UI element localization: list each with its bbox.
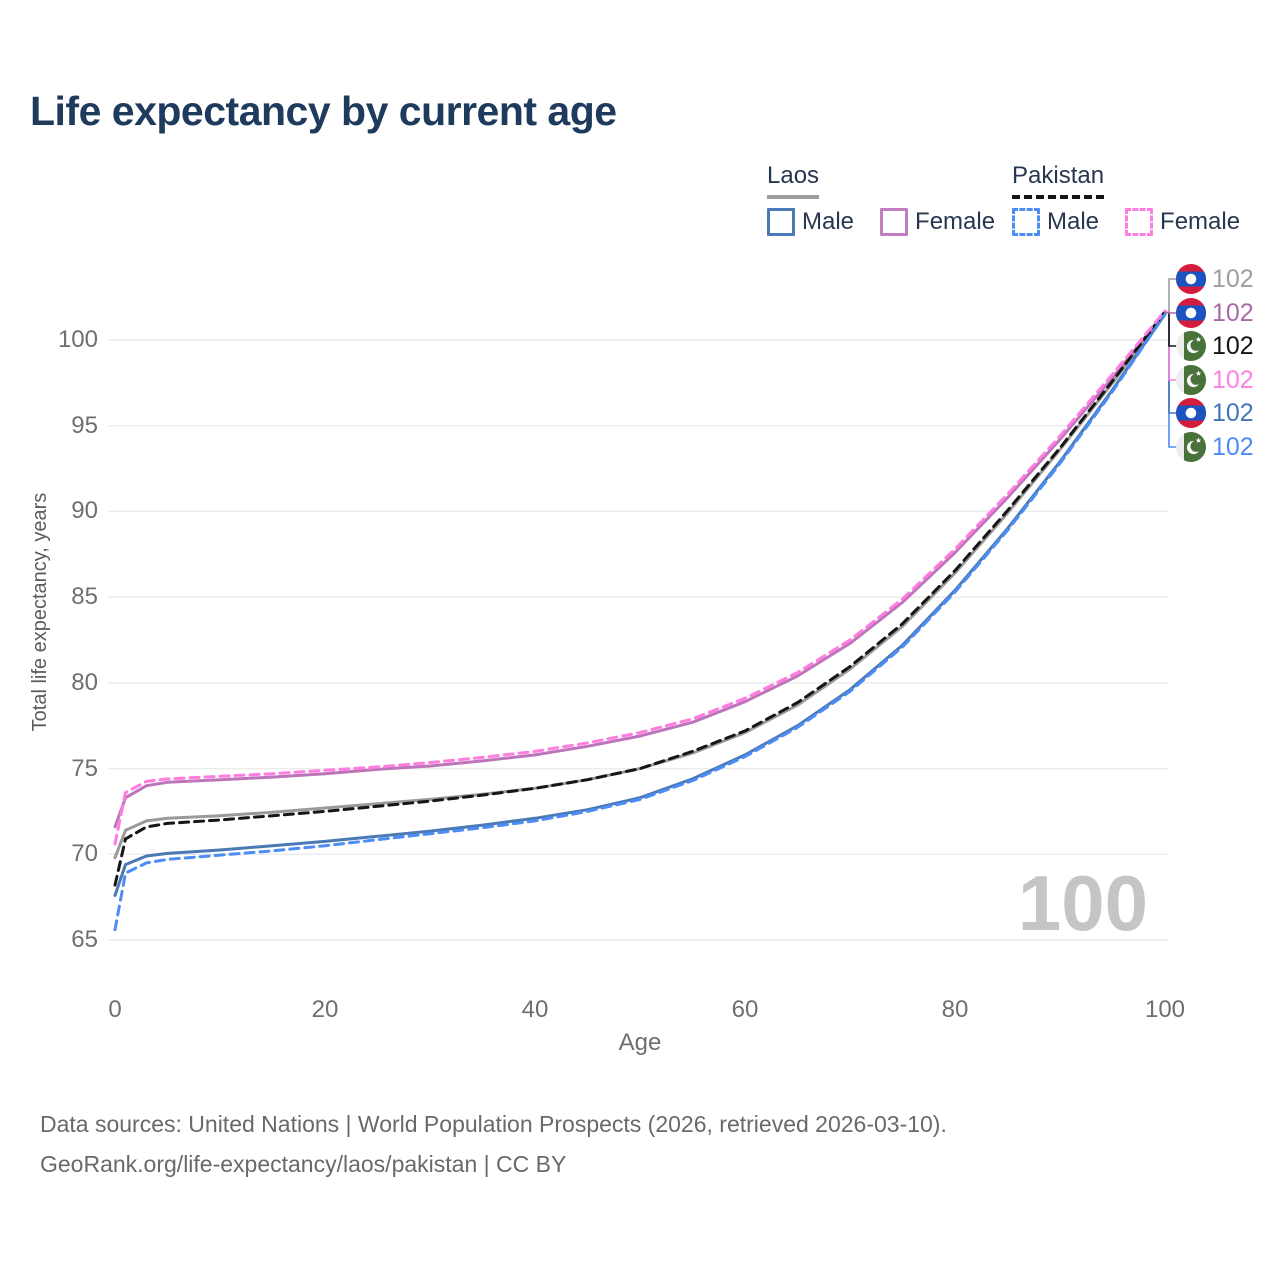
end-label-value: 102 xyxy=(1212,399,1254,427)
legend-label-pakistan-male[interactable]: Male xyxy=(1047,208,1100,235)
end-label-value: 102 xyxy=(1212,299,1254,327)
y-tick-label-95: 95 xyxy=(71,411,98,439)
series-line-laos-female[interactable] xyxy=(113,311,1167,829)
laos-flag-icon xyxy=(1176,398,1206,428)
legend-label-laos-male[interactable]: Male xyxy=(802,208,855,235)
legend-label-laos-female[interactable]: Female xyxy=(915,208,996,235)
end-label-pakistan-total: 102 xyxy=(1176,330,1254,362)
legend-swatch-pakistan-female[interactable] xyxy=(1125,208,1154,236)
laos-flag-icon xyxy=(1176,264,1206,294)
x-axis-title: Age xyxy=(618,1029,662,1056)
end-label-laos-male: 102 xyxy=(1176,397,1254,429)
y-tick-label-70: 70 xyxy=(71,840,98,868)
pakistan-flag-icon xyxy=(1176,432,1206,462)
y-tick-label-65: 65 xyxy=(71,926,98,953)
y-tick-label-90: 90 xyxy=(71,497,98,525)
legend-swatch-pakistan-male[interactable] xyxy=(1012,208,1040,236)
data-sources-line: Data sources: United Nations | World Pop… xyxy=(40,1111,947,1137)
series-line-laos-male[interactable] xyxy=(113,312,1167,897)
y-tick-label-80: 80 xyxy=(71,668,98,696)
end-label-value: 102 xyxy=(1212,332,1254,360)
x-tick-label-40: 40 xyxy=(521,996,549,1023)
legend-pakistan-header[interactable]: Pakistan xyxy=(1012,162,1105,199)
legend-swatch-laos-male[interactable] xyxy=(767,208,795,236)
end-label-laos-female: 102 xyxy=(1176,297,1254,329)
legend-group-pakistan: Pakistan Male Female xyxy=(1012,162,1266,236)
x-tick-label-100: 100 xyxy=(1144,996,1186,1023)
source-attribution: Data sources: United Nations | World Pop… xyxy=(40,1104,947,1184)
series-line-pakistan-male[interactable] xyxy=(113,312,1167,932)
pakistan-flag-icon xyxy=(1176,331,1206,361)
legend-label-pakistan-female[interactable]: Female xyxy=(1160,208,1241,235)
x-tick-label-80: 80 xyxy=(941,996,969,1023)
end-label-pakistan-male: 102 xyxy=(1176,431,1254,463)
x-tick-label-0: 0 xyxy=(108,996,122,1023)
x-tick-label-60: 60 xyxy=(731,996,759,1023)
x-tick-label-20: 20 xyxy=(311,996,339,1023)
end-label-value: 102 xyxy=(1212,433,1254,461)
end-label-pakistan-female: 102 xyxy=(1176,364,1254,396)
end-label-value: 102 xyxy=(1212,366,1254,394)
y-tick-label-100: 100 xyxy=(57,326,98,353)
series-line-pakistan-total[interactable] xyxy=(113,310,1167,887)
georank-url-line: GeoRank.org/life-expectancy/laos/pakista… xyxy=(40,1151,567,1177)
laos-flag-icon xyxy=(1176,298,1206,328)
page-title: Life expectancy by current age xyxy=(30,88,617,134)
legend-swatch-laos-female[interactable] xyxy=(880,208,909,236)
legend-group-laos: Laos Male Female xyxy=(767,162,1021,236)
legend-laos-header[interactable]: Laos xyxy=(767,162,820,199)
y-tick-label-75: 75 xyxy=(71,754,98,782)
current-age-watermark: 100 xyxy=(1017,859,1148,947)
end-label-laos-total: 102 xyxy=(1176,263,1254,295)
y-tick-label-85: 85 xyxy=(71,583,98,611)
end-label-value: 102 xyxy=(1212,265,1254,293)
pakistan-flag-icon xyxy=(1176,365,1206,395)
series-line-pakistan-female[interactable] xyxy=(113,309,1167,846)
